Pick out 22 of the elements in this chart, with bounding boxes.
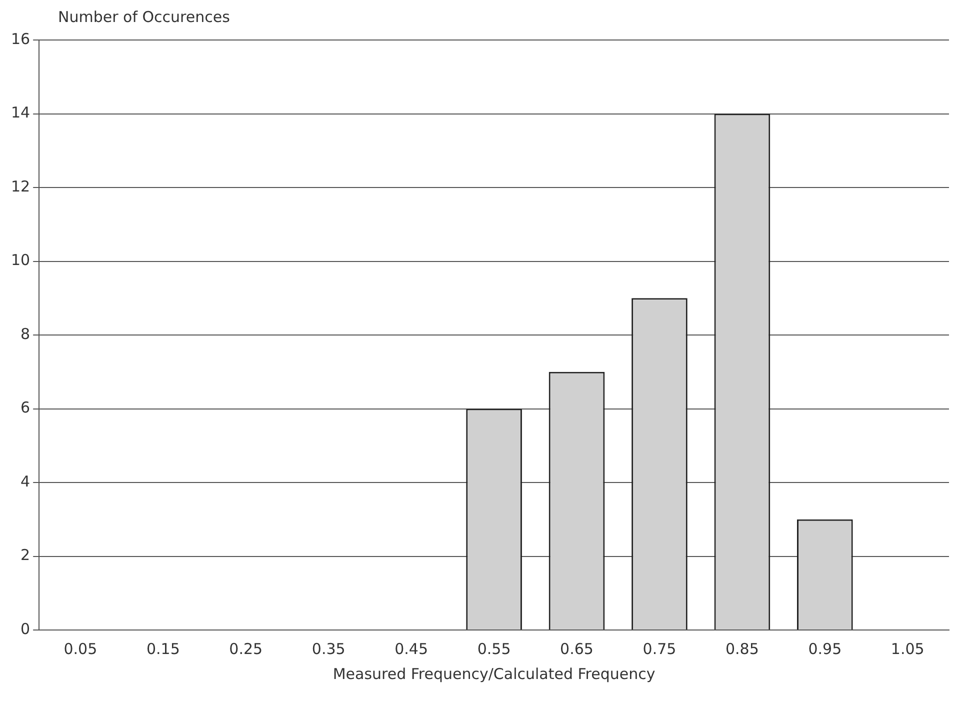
x-tick-label: 0.25 [229,640,263,658]
x-axis-title: Measured Frequency/Calculated Frequency [332,664,656,683]
x-tick-label: 0.85 [726,640,759,658]
y-axis-title: Number of Occurences [58,8,231,28]
y-tick-label: 12 [10,177,30,196]
y-tick-label: 2 [20,546,30,564]
y-tick-label: 14 [10,104,30,122]
y-tick-label: 8 [20,324,30,343]
y-tick-label: 16 [10,30,30,48]
x-tick-label: 0.05 [64,640,98,658]
x-tick-label: 1.05 [890,640,924,658]
y-tick-label: 4 [20,472,30,490]
x-tick-label: 0.15 [146,640,180,658]
x-tick-label: 0.35 [312,640,346,658]
x-tick-label: 0.55 [477,640,511,658]
y-tick-label: 10 [10,251,30,270]
x-tick-label: 0.75 [642,640,676,658]
x-tick-label: 0.95 [808,640,842,658]
y-tick-label: 0 [20,620,30,638]
x-tick-label: 0.45 [394,640,428,658]
y-tick-label: 6 [20,398,30,417]
x-tick-label: 0.65 [560,640,594,658]
